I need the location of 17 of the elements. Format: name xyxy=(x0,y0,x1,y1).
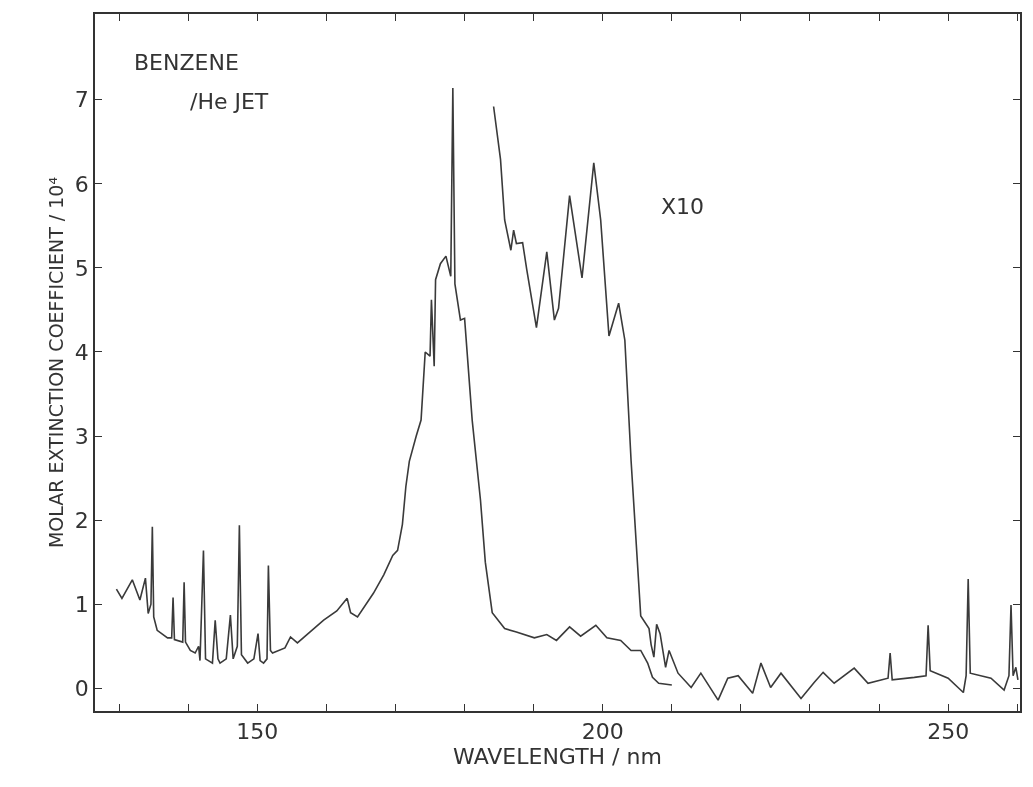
text: X10 xyxy=(661,194,705,219)
y-tick-label: 7 xyxy=(74,87,89,113)
annotation: BENZENE xyxy=(134,50,239,75)
line-series xyxy=(492,105,1019,701)
y-tick-label: 4 xyxy=(74,339,89,365)
y-axis-title: MOLAR EXTINCTION COEFFICIENT / 10⁴ xyxy=(45,176,68,549)
annotation: /He JET xyxy=(190,89,269,114)
x-axis-title: WAVELENGTH / nm xyxy=(453,744,662,770)
x-tick-label: 200 xyxy=(581,719,624,745)
y-tick-label: 6 xyxy=(74,171,89,197)
y-tick-label: 3 xyxy=(74,423,89,449)
x-tick-label: 250 xyxy=(927,719,970,745)
y-tick-label: 1 xyxy=(74,591,89,617)
y-tick-label: 0 xyxy=(74,676,89,701)
x-tick-label: 150 xyxy=(236,719,279,745)
y-tick-label: 2 xyxy=(74,507,89,533)
y-tick-label: 5 xyxy=(74,255,89,281)
